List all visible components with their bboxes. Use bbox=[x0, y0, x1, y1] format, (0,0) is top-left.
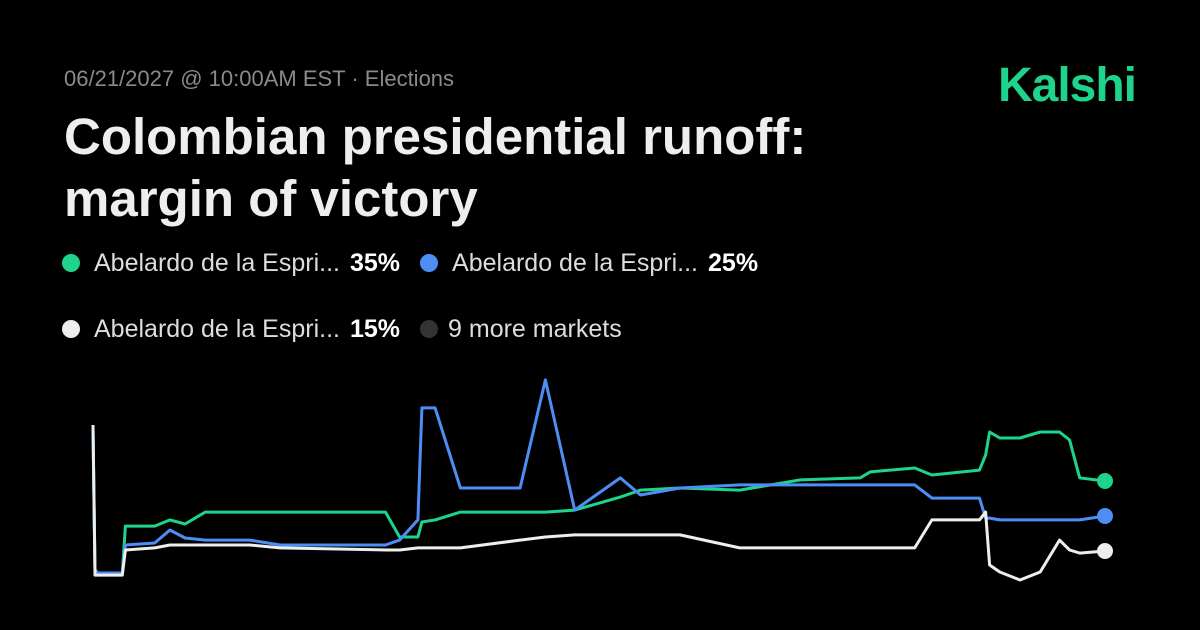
legend-item[interactable]: Abelardo de la Espri... 15% bbox=[62, 312, 400, 346]
legend-dot bbox=[62, 320, 80, 338]
legend-value: 35% bbox=[349, 248, 401, 277]
legend-dot bbox=[62, 254, 80, 272]
series-line bbox=[91, 429, 1106, 575]
legend-item[interactable]: Abelardo de la Espri... 35% bbox=[62, 246, 400, 280]
legend: Abelardo de la Espri... 35% Abelardo de la… bbox=[62, 246, 962, 346]
legend-value: 25% bbox=[708, 248, 759, 277]
legend-value: 15% bbox=[349, 314, 401, 343]
end-dot bbox=[1097, 508, 1113, 524]
legend-label: 9 more markets bbox=[448, 314, 622, 343]
legend-label: Abelardo de la Espri... bbox=[94, 314, 340, 343]
series-line bbox=[91, 424, 1106, 582]
brand-logo[interactable]: Kalshi bbox=[997, 59, 1137, 112]
legend-item[interactable]: 9 more markets bbox=[420, 312, 622, 346]
legend-item[interactable]: Abelardo de la Espri... 25% bbox=[420, 246, 758, 280]
legend-dot bbox=[420, 254, 439, 272]
subtitle: 06/21/2027 @ 10:00AM EST · Elections bbox=[64, 66, 455, 91]
end-dot bbox=[1097, 473, 1113, 489]
legend-dot bbox=[420, 320, 439, 338]
end-dot bbox=[1097, 543, 1113, 559]
chart-title: Colombian presidential runoff: margin of… bbox=[64, 108, 807, 227]
legend-label: Abelardo de la Espri... bbox=[94, 248, 340, 277]
series-line bbox=[91, 378, 1106, 575]
legend-label: Abelardo de la Espri... bbox=[452, 248, 699, 277]
